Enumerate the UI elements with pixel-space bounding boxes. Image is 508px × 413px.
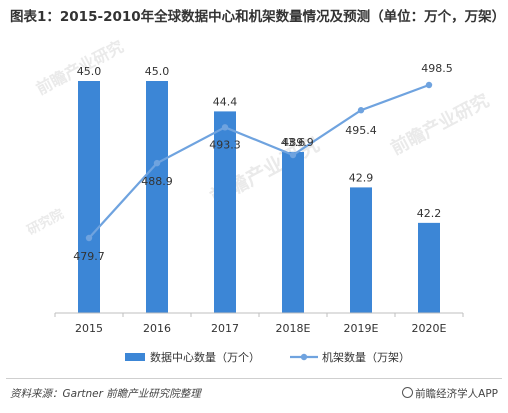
watermark: 前瞻产业研究 <box>387 89 493 159</box>
line-point <box>85 234 93 242</box>
bar <box>214 111 236 314</box>
line-value-label: 479.7 <box>73 250 105 263</box>
footer-divider <box>6 378 502 379</box>
line-value-label: 488.9 <box>141 175 173 188</box>
line-point <box>221 124 229 131</box>
legend-bar-label: 数据中心数量（万个） <box>150 350 260 364</box>
line-series-path <box>88 83 430 239</box>
bar-value-label: 42.2 <box>417 207 442 220</box>
chart-title: 图表1：2015-2010年全球数据中心和机架数量情况及预测（单位：万个，万架） <box>10 9 506 25</box>
legend-bar-swatch <box>125 353 145 361</box>
line-value-label: 495.4 <box>345 124 377 137</box>
brand-logo-icon <box>402 387 414 398</box>
legend-line-label: 机架数量（万架） <box>322 350 410 364</box>
source-note: 资料来源：Gartner 前瞻产业研究院整理 <box>10 388 201 400</box>
line-value-label: 489.9 <box>282 136 314 149</box>
x-tick-label: 2015 <box>75 322 103 335</box>
x-tick-label: 2017 <box>211 322 239 335</box>
x-tick-label: 2019E <box>344 322 379 335</box>
bar-value-label: 45.0 <box>145 65 170 78</box>
line-point <box>153 159 161 167</box>
bar <box>146 81 168 313</box>
line-point <box>357 107 365 114</box>
bar-value-label: 45.0 <box>77 65 102 78</box>
watermark: 研究院 <box>24 206 66 238</box>
bar <box>78 81 100 313</box>
legend-line-marker <box>300 353 308 361</box>
x-tick-label: 2020E <box>412 322 447 335</box>
line-point <box>289 151 297 159</box>
line-value-label: 498.5 <box>421 62 453 75</box>
bar <box>282 151 304 313</box>
x-tick-label: 2016 <box>143 322 171 335</box>
brand: 前瞻经济学人APP <box>402 386 498 401</box>
bar-value-label: 44.4 <box>213 95 238 108</box>
line-value-label: 493.3 <box>209 138 241 151</box>
x-tick-label: 2018E <box>276 322 311 335</box>
bar-value-label: 43.6 <box>281 136 306 149</box>
brand-label: 前瞻经济学人APP <box>415 388 498 400</box>
line-point <box>425 81 433 89</box>
bar-value-label: 42.9 <box>349 171 374 184</box>
bar <box>350 187 372 313</box>
bar <box>418 222 440 313</box>
